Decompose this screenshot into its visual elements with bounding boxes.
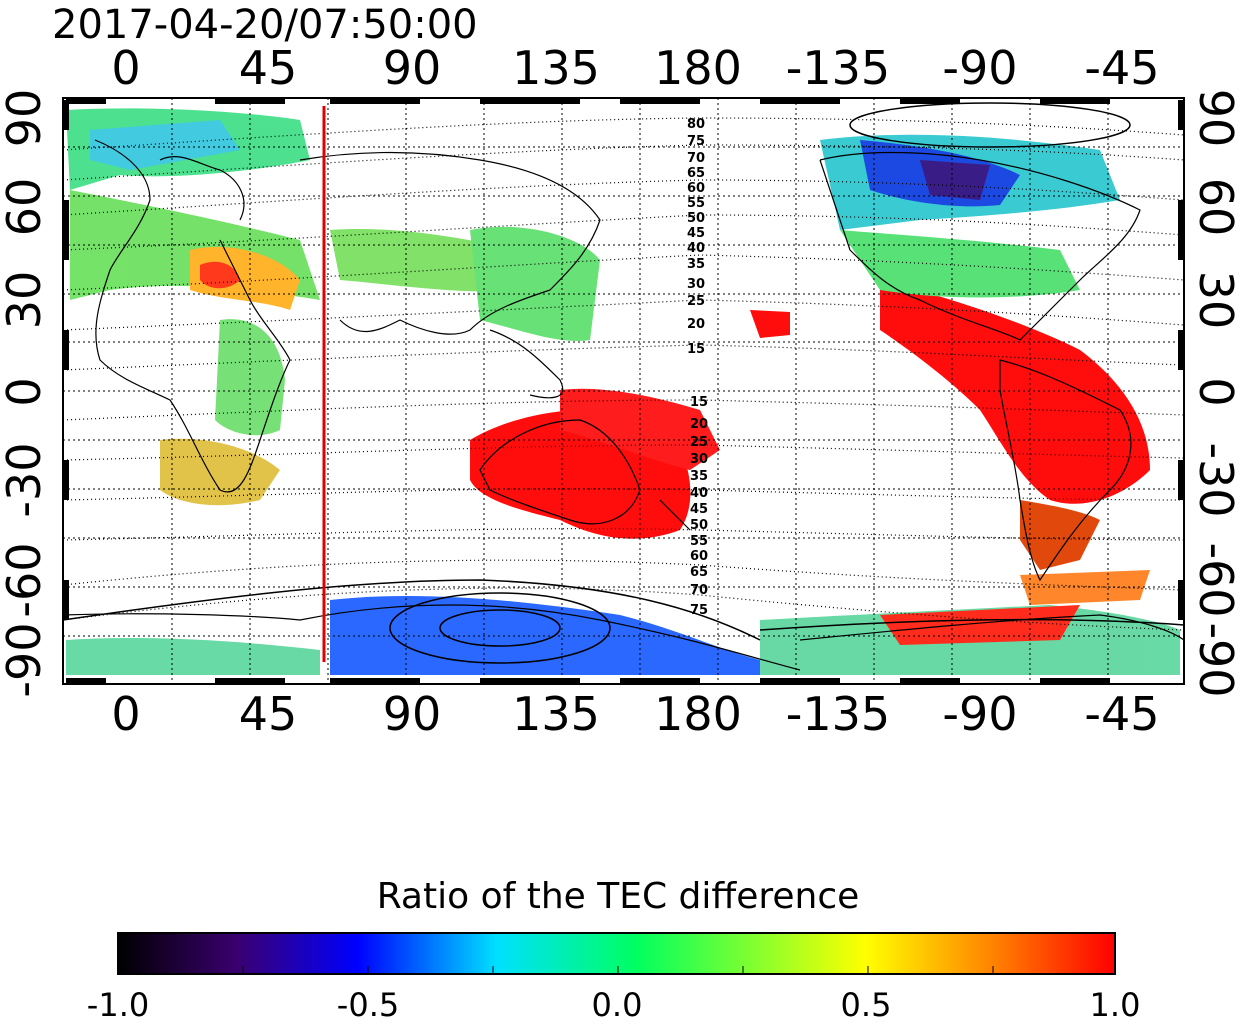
contour-labels-north: 80 75 70 65 60 55 50 45 40 35 30 25 20 1… xyxy=(687,117,705,357)
contour-label: 80 xyxy=(687,117,705,132)
contour-label: 75 xyxy=(690,603,708,618)
contour-label: 30 xyxy=(687,277,705,292)
contour-label: 75 xyxy=(687,134,705,149)
y-tick-label: -60 xyxy=(1189,542,1240,617)
contour-label: 70 xyxy=(690,583,708,598)
x-tick-label: -45 xyxy=(1084,41,1159,95)
x-tick-label: -45 xyxy=(1084,687,1159,741)
map-content: 80 75 70 65 60 55 50 45 40 35 30 25 20 1… xyxy=(63,98,1184,684)
x-tick-label: 135 xyxy=(512,41,600,95)
y-tick-label: 60 xyxy=(0,178,51,237)
y-tick-label: -30 xyxy=(0,442,51,517)
x-tick-label: 90 xyxy=(383,687,442,741)
y-tick-label: 90 xyxy=(1189,89,1240,148)
y-tick-label: 0 xyxy=(1189,377,1240,406)
x-tick-label: 180 xyxy=(654,41,742,95)
x-tick-label: 0 xyxy=(111,687,140,741)
contour-label: 30 xyxy=(690,452,708,467)
x-tick-label: 0 xyxy=(111,41,140,95)
colorbar-tick-label: 0.0 xyxy=(592,986,643,1024)
y-tick-label: -60 xyxy=(0,542,51,617)
colorbar-minor-ticks xyxy=(242,966,994,974)
contour-label: 45 xyxy=(690,502,708,517)
colorbar-tick-label: -1.0 xyxy=(87,986,149,1024)
contour-label: 50 xyxy=(687,211,705,226)
colorbar xyxy=(117,932,1116,975)
y-ticks-left: 90 60 30 0 -30 -60 -90 xyxy=(0,89,51,698)
contour-label: 15 xyxy=(687,342,705,357)
contour-label: 25 xyxy=(690,435,708,450)
contour-label: 25 xyxy=(687,294,705,309)
colorbar-tick-label: 1.0 xyxy=(1090,986,1141,1024)
polar-contours xyxy=(63,102,1184,664)
y-tick-label: 60 xyxy=(1189,178,1240,237)
y-tick-label: -90 xyxy=(1189,622,1240,697)
contour-label: 40 xyxy=(690,486,708,501)
contour-labels-south: 15 20 25 30 35 40 45 50 55 60 65 70 75 xyxy=(690,395,708,618)
grid-lines xyxy=(63,98,1184,684)
contour-label: 55 xyxy=(687,196,705,211)
y-tick-label: 90 xyxy=(0,89,51,148)
y-tick-label: 30 xyxy=(0,271,51,330)
contour-label: 20 xyxy=(687,317,705,332)
x-tick-label: 135 xyxy=(512,687,600,741)
plot-title: 2017-04-20/07:50:00 xyxy=(52,2,478,48)
contour-label: 70 xyxy=(687,151,705,166)
y-tick-label: -90 xyxy=(0,622,51,697)
contour-label: 35 xyxy=(690,469,708,484)
colorbar-tick-labels: -1.0 -0.5 0.0 0.5 1.0 xyxy=(87,986,1141,1024)
colorbar-tick-label: 0.5 xyxy=(841,986,892,1024)
x-tick-label: -135 xyxy=(786,687,890,741)
x-ticks-bottom: 0 45 90 135 180 -135 -90 -45 xyxy=(111,687,1159,741)
y-tick-label: 30 xyxy=(1189,271,1240,330)
contour-label: 50 xyxy=(690,518,708,533)
x-tick-label: -90 xyxy=(942,41,1017,95)
x-tick-label: 180 xyxy=(654,687,742,741)
x-tick-label: -90 xyxy=(942,687,1017,741)
tec-data-layer xyxy=(66,108,1180,675)
colorbar-tick-label: -0.5 xyxy=(337,986,399,1024)
y-tick-label: 0 xyxy=(0,377,51,406)
coastlines xyxy=(63,139,1184,671)
contour-label: 40 xyxy=(687,241,705,256)
contour-label: 60 xyxy=(690,549,708,564)
contour-label: 60 xyxy=(687,181,705,196)
y-ticks-right: 90 60 30 0 -30 -60 -90 xyxy=(1189,89,1240,698)
contour-label: 45 xyxy=(687,226,705,241)
contour-label: 35 xyxy=(687,257,705,272)
x-tick-label: 45 xyxy=(239,687,298,741)
contour-label: 55 xyxy=(690,534,708,549)
frame-tick-marks xyxy=(63,98,1184,684)
x-tick-label: 90 xyxy=(383,41,442,95)
x-ticks-top: 0 45 90 135 180 -135 -90 -45 xyxy=(111,41,1159,95)
colorbar-title: Ratio of the TEC difference xyxy=(377,876,860,917)
magnetic-contours xyxy=(63,117,1184,631)
contour-label: 65 xyxy=(687,166,705,181)
contour-label: 20 xyxy=(690,417,708,432)
contour-label: 15 xyxy=(690,395,708,410)
y-tick-label: -30 xyxy=(1189,442,1240,517)
x-tick-label: 45 xyxy=(239,41,298,95)
x-tick-label: -135 xyxy=(786,41,890,95)
contour-label: 65 xyxy=(690,565,708,580)
